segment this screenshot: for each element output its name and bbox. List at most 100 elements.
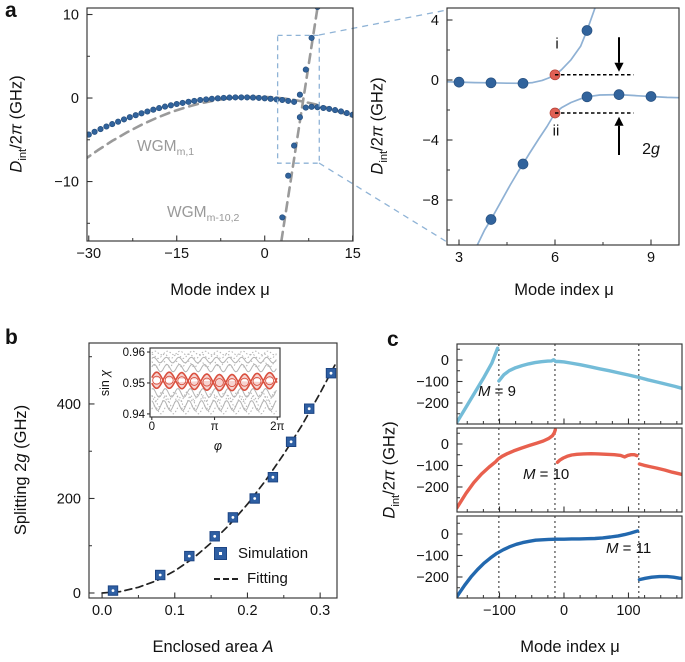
panel-a_zoom-axes: 3 6 9 4 0 −4 −8 — [422, 7, 680, 266]
zoom-connector-line — [318, 162, 448, 243]
svg-text:10: 10 — [63, 7, 79, 23]
m10-left-segment — [457, 428, 557, 510]
dint-pi: π — [7, 123, 26, 136]
wgm-m1-label: WGMm,1 — [137, 138, 195, 159]
c-m9-label: M = 9 — [478, 383, 516, 400]
panel-c2-plot — [457, 428, 682, 512]
legend-fitting-label: Fitting — [247, 570, 288, 587]
c-m11-label: M = 11 — [606, 540, 652, 557]
c-m10-label: M = 10 — [523, 466, 570, 483]
b-x-axis-label: Enclosed area A — [152, 637, 274, 656]
m11-right-segment — [637, 574, 682, 582]
svg-text:0.1: 0.1 — [165, 603, 185, 619]
svg-text:0: 0 — [261, 246, 269, 262]
svg-text:−8: −8 — [422, 193, 439, 209]
point-i-label: i — [555, 35, 559, 53]
a-zoom-y-axis-label: Dint/2π (GHz) — [368, 77, 391, 175]
m9-main-segment — [497, 358, 682, 390]
c-y-axis-label: Dint/2π (GHz) — [380, 421, 403, 519]
svg-text:−15: −15 — [164, 246, 189, 262]
svg-text:15: 15 — [345, 246, 361, 262]
dint-rest: /2 — [7, 135, 26, 149]
svg-text:0.96: 0.96 — [123, 347, 145, 359]
svg-text:0: 0 — [560, 603, 568, 619]
dint-sub: int — [17, 148, 30, 161]
svg-text:0.94: 0.94 — [123, 409, 146, 421]
svg-text:0.3: 0.3 — [310, 603, 330, 619]
legend-row-simulation: Simulation — [214, 541, 308, 566]
zoom-region-box — [276, 34, 320, 164]
legend-row-fitting: Fitting — [214, 566, 308, 591]
svg-text:4: 4 — [431, 13, 439, 29]
panel-a_main-plot — [87, 8, 353, 241]
panel-b-axes: 0.0 0.1 0.2 0.3 0 200 400 — [57, 342, 338, 619]
mode-dots-lower-branch — [279, 114, 303, 221]
upper-branch-dots — [453, 25, 593, 89]
svg-text:0: 0 — [441, 527, 449, 543]
two-g-splitting-label: 2g — [642, 141, 660, 158]
legend-simulation-label: Simulation — [238, 545, 309, 562]
svg-text:−4: −4 — [422, 133, 439, 149]
fitting-dashed-curve — [101, 361, 337, 594]
svg-text:0: 0 — [441, 437, 449, 453]
svg-text:−30: −30 — [76, 246, 101, 262]
panel-inset-plot — [151, 350, 278, 415]
panel-c3-axes: −100 0 100 0 −100 −200 — [416, 515, 683, 619]
fitting-dash-icon — [214, 577, 238, 580]
simulation-squares — [107, 368, 337, 596]
svg-text:−200: −200 — [416, 480, 449, 496]
upper-hybrid-curve — [447, 8, 596, 85]
svg-text:6: 6 — [551, 250, 559, 266]
dint-unit: (GHz) — [7, 75, 26, 124]
panel-c2-axes: 0 −100 −200 — [416, 427, 683, 513]
svg-text:−200: −200 — [416, 570, 449, 586]
svg-text:0.0: 0.0 — [92, 603, 112, 619]
m9-steep-segment — [457, 346, 500, 424]
svg-text:9: 9 — [647, 250, 655, 266]
svg-text:0: 0 — [441, 353, 449, 369]
svg-text:−100: −100 — [416, 548, 449, 564]
wgm-m10-2-label: WGMm-10,2 — [167, 204, 240, 225]
svg-text:0.2: 0.2 — [237, 603, 257, 619]
dint-d: D — [7, 160, 26, 173]
simulation-marker-icon — [214, 547, 227, 560]
a-zoom-x-axis-label: Mode index μ — [514, 280, 614, 299]
mode-dots-parabola — [87, 94, 298, 138]
b-legend: Simulation Fitting — [214, 541, 308, 591]
svg-text:0.95: 0.95 — [123, 378, 145, 390]
svg-text:0: 0 — [73, 586, 81, 602]
svg-text:3: 3 — [455, 250, 463, 266]
b-y-axis-label: Splitting 2g (GHz) — [11, 404, 30, 536]
svg-text:−100: −100 — [416, 458, 449, 474]
panel-c1-plot — [457, 344, 682, 424]
svg-text:2π: 2π — [270, 421, 284, 433]
m10-middle-segment — [555, 452, 639, 464]
svg-text:0: 0 — [431, 73, 439, 89]
svg-text:−10: −10 — [54, 174, 79, 190]
panel-letter-b: b — [5, 326, 18, 349]
svg-text:π: π — [211, 421, 219, 433]
svg-text:−200: −200 — [416, 396, 449, 412]
a-main-x-axis-label: Mode index μ — [170, 280, 270, 299]
lower-hybrid-curve — [476, 93, 679, 245]
svg-text:0: 0 — [71, 91, 79, 107]
inset-y-axis-label: sin χ — [97, 369, 112, 397]
svg-text:0: 0 — [149, 421, 155, 433]
panel-c1-axes: 0 −100 −200 — [416, 343, 683, 425]
m10-right-segment — [637, 462, 682, 477]
svg-text:100: 100 — [616, 603, 640, 619]
panel-inset-axes: 0 π 2π 0.94 0.95 0.96 — [123, 347, 285, 433]
panel-c3-plot — [457, 516, 682, 598]
zoom-connector-line — [318, 9, 448, 36]
point-ii-label: ii — [552, 122, 560, 140]
panel-letter-a: a — [5, 0, 17, 22]
anticrossing-red-dots-i-ii — [549, 69, 561, 119]
inset-x-axis-label: φ — [213, 438, 223, 453]
mode-dots-right — [302, 103, 353, 118]
panel-a_zoom-plot — [447, 8, 679, 245]
panel-letter-c: c — [387, 328, 399, 351]
wgm-m10-2-dispersion-dashed — [280, 8, 319, 241]
lower-branch-dots — [485, 89, 657, 225]
svg-text:−100: −100 — [483, 603, 516, 619]
